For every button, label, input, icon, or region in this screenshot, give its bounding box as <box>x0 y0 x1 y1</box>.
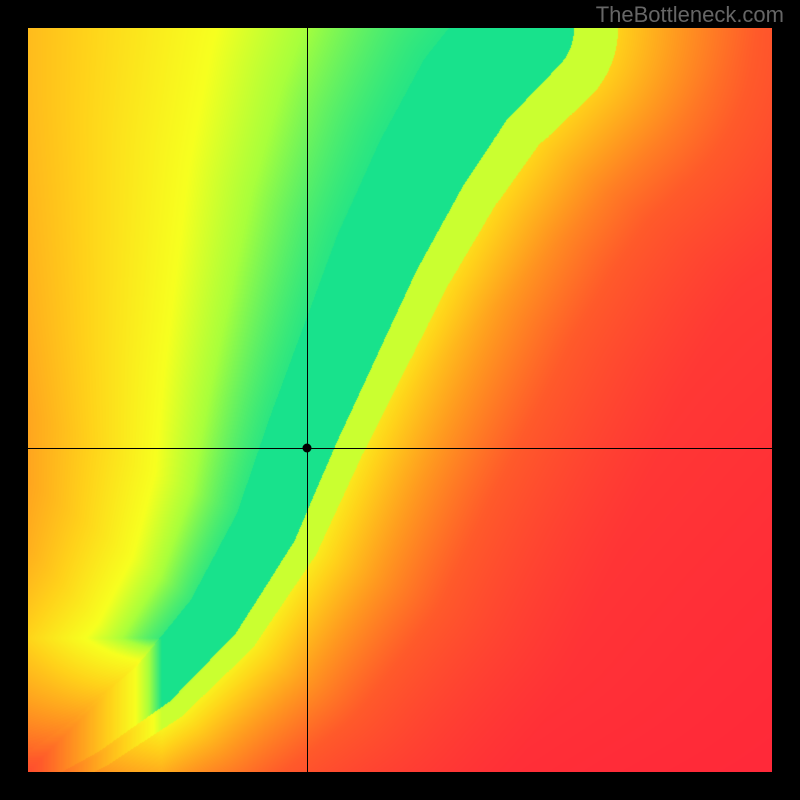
heatmap-canvas <box>28 28 772 772</box>
source-watermark: TheBottleneck.com <box>596 2 784 28</box>
crosshair-horizontal <box>28 448 772 449</box>
crosshair-marker <box>303 444 312 453</box>
crosshair-vertical <box>307 28 308 772</box>
chart-container: TheBottleneck.com <box>0 0 800 800</box>
heatmap-plot <box>28 28 772 772</box>
